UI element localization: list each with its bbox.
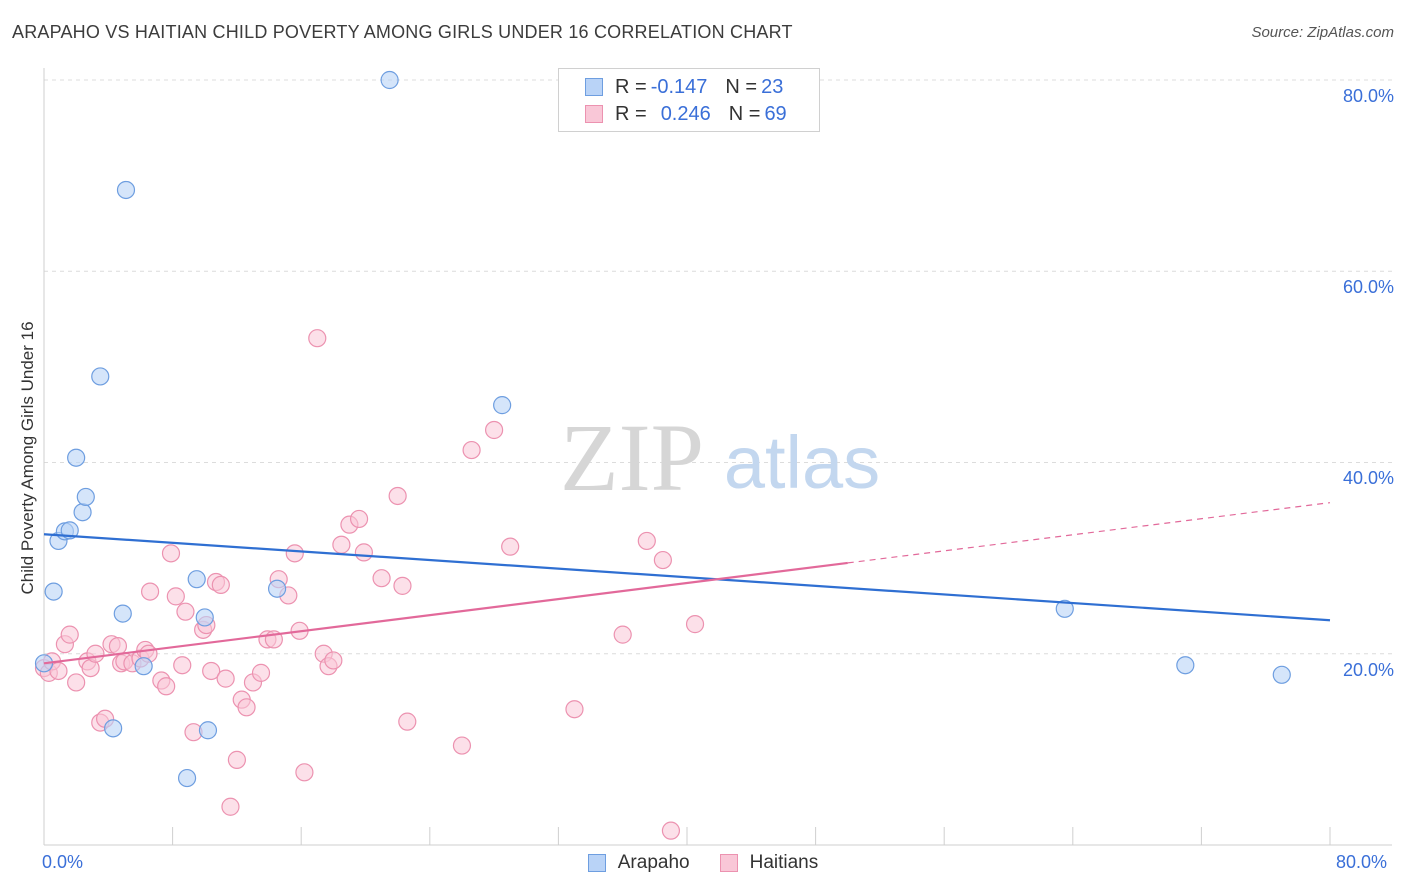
legend-row-arapaho: R = -0.147 N = 23 bbox=[585, 75, 783, 99]
haitian-point bbox=[462, 440, 481, 460]
n-label: N = bbox=[728, 102, 761, 125]
y-tick-label: 40.0% bbox=[1342, 468, 1394, 488]
haitian-point bbox=[398, 712, 417, 731]
haitian-point bbox=[452, 736, 472, 755]
arapaho-point bbox=[187, 570, 206, 589]
arapaho-point bbox=[91, 367, 110, 386]
n-value: 69 bbox=[764, 102, 787, 125]
haitian-point bbox=[685, 615, 705, 634]
arapaho-point bbox=[1272, 665, 1291, 684]
haitian-point bbox=[166, 587, 185, 606]
arapaho-point bbox=[134, 657, 153, 676]
r-value: 0.246 bbox=[660, 102, 711, 125]
r-label: R = bbox=[615, 102, 647, 125]
haitian-point bbox=[176, 602, 195, 621]
haitian-point bbox=[251, 663, 271, 682]
haitian-swatch bbox=[719, 854, 738, 872]
haitian-point bbox=[501, 537, 520, 556]
r-value: -0.147 bbox=[650, 75, 708, 98]
haitian-point bbox=[227, 750, 246, 769]
x-tick-label: 80.0% bbox=[1336, 852, 1388, 872]
haitian-point bbox=[211, 575, 230, 595]
y-tick-label: 60.0% bbox=[1342, 277, 1394, 297]
watermark-zip: ZIP bbox=[560, 404, 704, 511]
arapaho-trendline bbox=[43, 533, 1331, 622]
legend-label-haitians: Haitians bbox=[749, 852, 819, 873]
haitian-point bbox=[67, 673, 86, 692]
arapaho-point bbox=[67, 448, 86, 467]
legend-item-arapaho: Arapaho bbox=[587, 852, 690, 874]
arapaho-swatch bbox=[585, 78, 603, 96]
y-tick-label: 20.0% bbox=[1342, 660, 1394, 680]
haitian-trendline bbox=[43, 561, 848, 665]
haitian-point bbox=[108, 636, 128, 656]
arapaho-point bbox=[116, 180, 136, 200]
arapaho-swatch bbox=[587, 854, 606, 872]
arapaho-point bbox=[104, 719, 123, 738]
haitian-point bbox=[308, 329, 327, 348]
haitian-point bbox=[161, 544, 181, 563]
haitian-point bbox=[285, 544, 304, 563]
x-tick-label: 0.0% bbox=[42, 852, 84, 872]
watermark-atlas: atlas bbox=[724, 421, 880, 504]
haitian-point bbox=[637, 531, 656, 551]
haitian-point bbox=[613, 625, 632, 644]
y-tick-label: 80.0% bbox=[1342, 86, 1394, 106]
haitian-point bbox=[661, 821, 681, 840]
haitian-trendline-extension bbox=[847, 502, 1331, 564]
arapaho-point bbox=[44, 582, 63, 601]
n-value: 23 bbox=[761, 75, 784, 98]
arapaho-point bbox=[195, 608, 214, 627]
arapaho-point bbox=[1176, 656, 1195, 675]
arapaho-point bbox=[380, 70, 399, 90]
haitian-point bbox=[221, 797, 240, 816]
haitian-swatch bbox=[585, 105, 603, 123]
haitian-point bbox=[324, 651, 343, 670]
stats-legend: R = -0.147 N = 23 R = 0.246 N = 69 bbox=[558, 68, 820, 132]
haitian-point bbox=[295, 763, 314, 782]
haitian-point bbox=[388, 486, 407, 506]
haitian-point bbox=[237, 698, 256, 717]
haitian-point bbox=[157, 677, 176, 696]
r-label: R = bbox=[615, 75, 647, 98]
haitian-point bbox=[393, 576, 412, 595]
haitian-point bbox=[202, 661, 221, 681]
arapaho-point bbox=[267, 579, 287, 598]
legend-row-haitians: R = 0.246 N = 69 bbox=[585, 102, 787, 126]
watermark: ZIP atlas bbox=[560, 404, 880, 511]
haitian-point bbox=[332, 535, 351, 554]
haitian-point bbox=[86, 644, 105, 663]
haitian-point bbox=[349, 509, 369, 529]
arapaho-point bbox=[73, 503, 92, 522]
haitian-point bbox=[173, 656, 192, 675]
arapaho-point bbox=[177, 768, 197, 788]
arapaho-point bbox=[113, 604, 132, 623]
arapaho-point bbox=[493, 396, 512, 415]
chart-title: ARAPAHO VS HAITIAN CHILD POVERTY AMONG G… bbox=[12, 22, 793, 42]
haitian-point bbox=[140, 582, 160, 601]
haitian-point bbox=[60, 625, 79, 644]
legend-item-haitians: Haitians bbox=[719, 852, 819, 874]
haitian-point bbox=[653, 550, 672, 570]
haitian-point bbox=[372, 569, 391, 588]
series-legend: Arapaho Haitians bbox=[0, 852, 1406, 874]
arapaho-point bbox=[76, 487, 95, 507]
arapaho-point bbox=[198, 721, 218, 740]
haitian-point bbox=[485, 420, 504, 440]
legend-label-arapaho: Arapaho bbox=[617, 852, 690, 873]
haitian-point bbox=[216, 669, 235, 688]
y-axis-label: Child Poverty Among Girls Under 16 bbox=[18, 321, 37, 595]
haitian-point bbox=[565, 700, 584, 719]
haitian-point bbox=[354, 543, 373, 562]
arapaho-point bbox=[1055, 599, 1074, 618]
n-label: N = bbox=[725, 75, 758, 98]
source-credit: Source: ZipAtlas.com bbox=[1251, 24, 1394, 41]
